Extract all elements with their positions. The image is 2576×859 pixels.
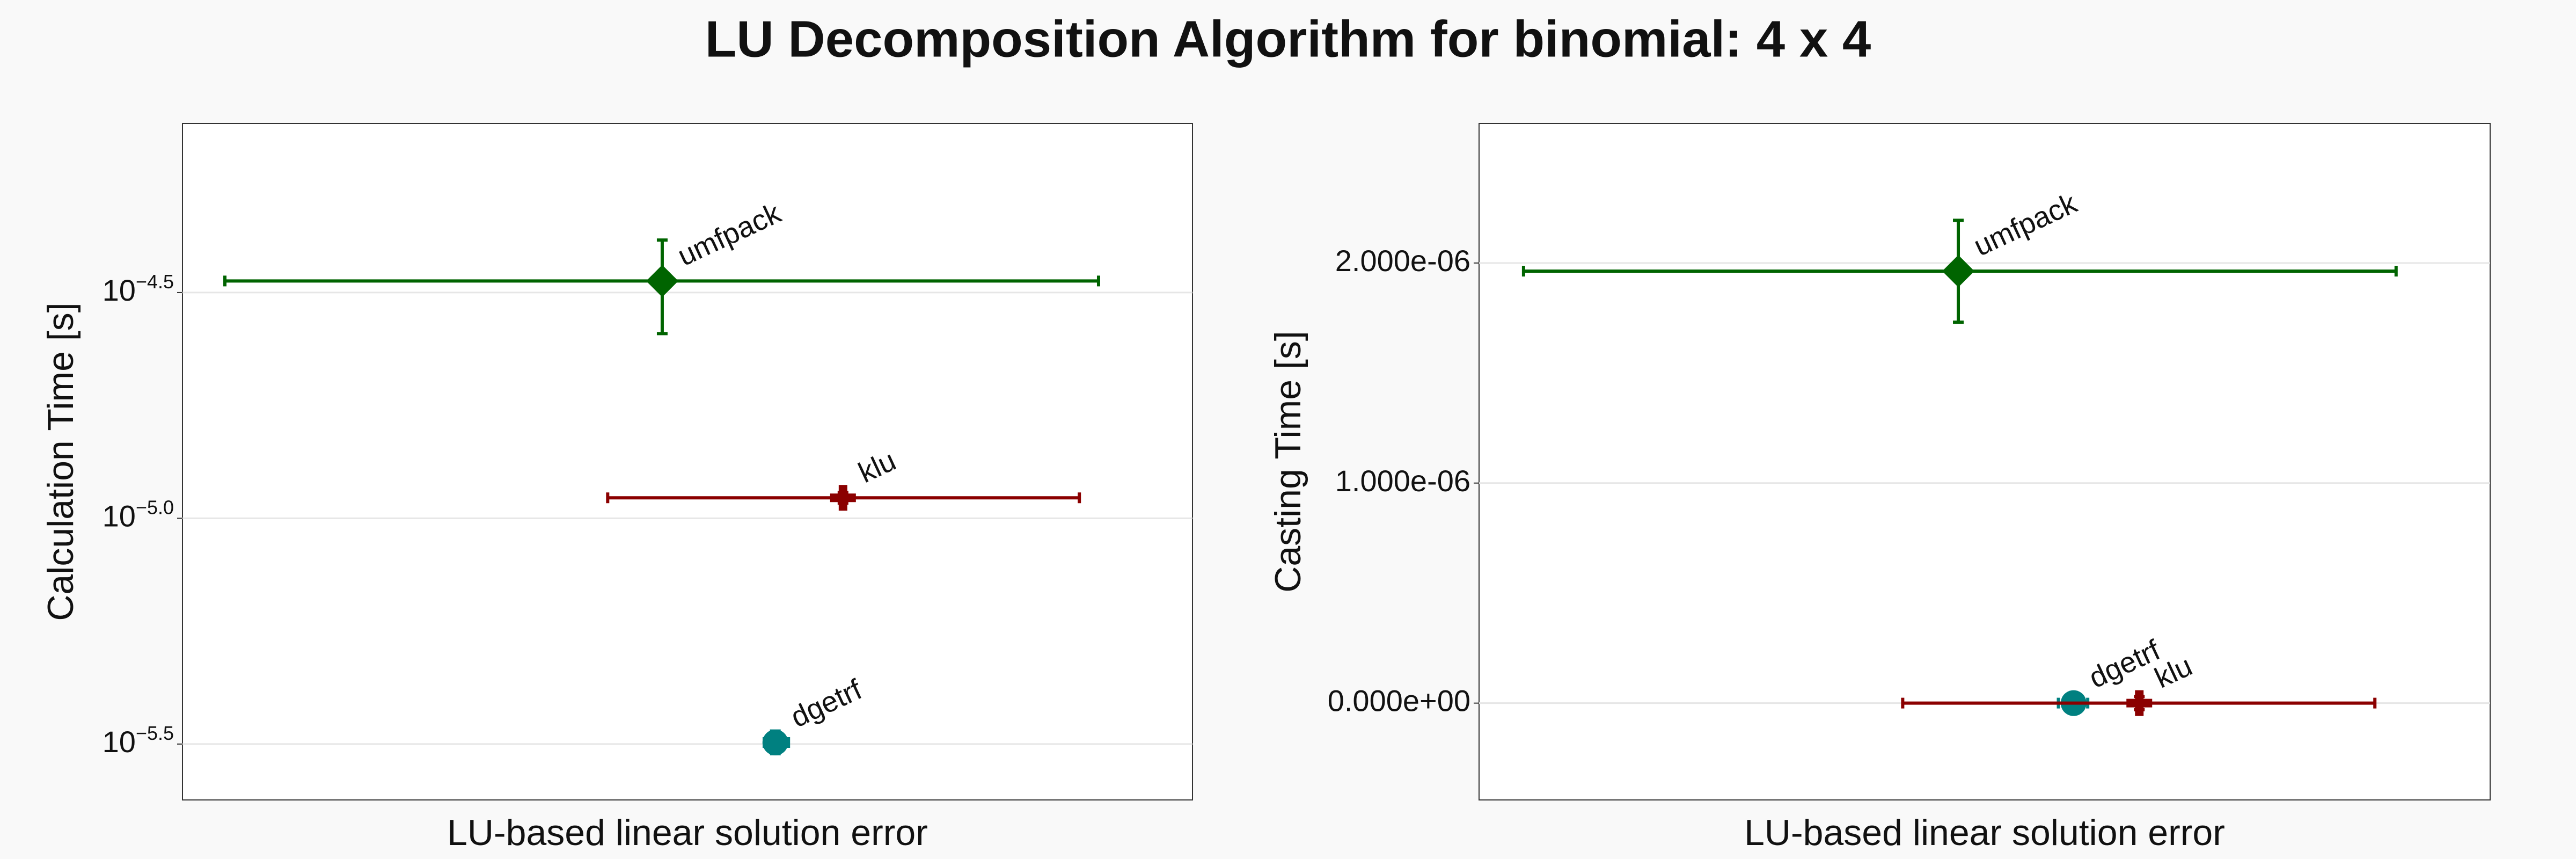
x-axis-label: LU-based linear solution error: [447, 812, 928, 853]
point: [1942, 255, 1975, 288]
x-axis-label: LU-based linear solution error: [1744, 812, 2225, 853]
tick-exponent: −5.5: [136, 722, 174, 744]
tick-exponent: −4.5: [136, 270, 174, 292]
y-axis-label: Calculation Time [s]: [40, 302, 81, 621]
y-tick-label: 0.000e+00: [1328, 683, 1470, 717]
y-tick-label: 1.000e-06: [1335, 464, 1470, 498]
point: [2126, 690, 2153, 716]
point: [762, 729, 788, 755]
point: [646, 265, 678, 297]
y-tick-label: 2.000e-06: [1335, 244, 1470, 278]
tick-base: 10: [103, 725, 136, 759]
point: [830, 485, 856, 511]
y-tick-label: 10−4.5: [103, 270, 174, 307]
y-tick-label: 10−5.0: [103, 496, 174, 533]
figure-title: LU Decomposition Algorithm for binomial:…: [705, 10, 1871, 68]
y-axis-label: Casting Time [s]: [1268, 331, 1308, 593]
plot-area: [1479, 123, 2491, 800]
y-tick-label: 10−5.5: [103, 722, 174, 758]
tick-exponent: −5.0: [136, 496, 174, 518]
tick-base: 10: [103, 499, 136, 533]
tick-base: 0.000e+00: [1328, 683, 1470, 717]
plot-area: [182, 123, 1193, 800]
tick-base: 1.000e-06: [1335, 464, 1470, 498]
tick-base: 2.000e-06: [1335, 244, 1470, 278]
tick-base: 10: [103, 273, 136, 307]
